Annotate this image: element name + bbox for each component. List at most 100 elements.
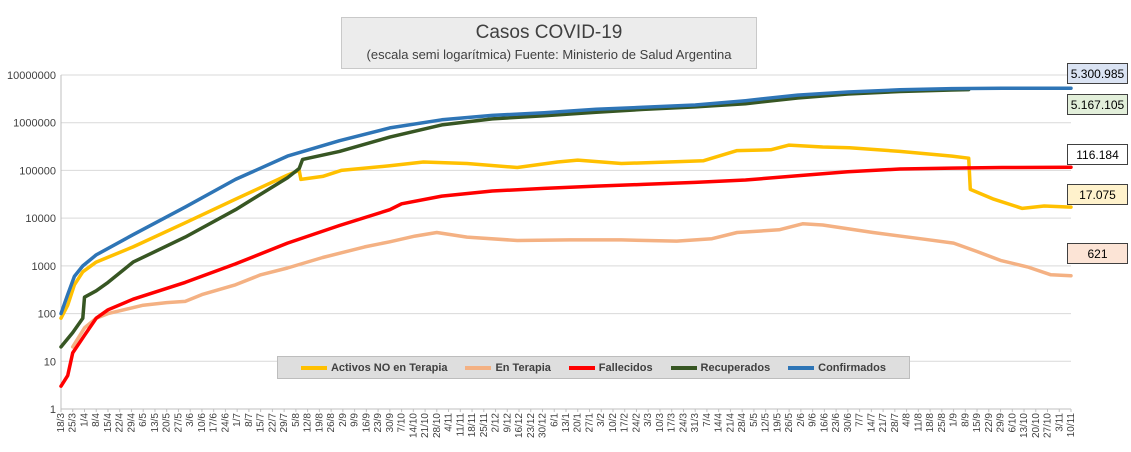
x-tick-label: 4/11	[444, 413, 455, 432]
legend-swatch-en-terapia	[465, 365, 492, 370]
x-tick-label: 10/3	[655, 413, 666, 433]
callout-confirmados: 5.300.985	[1067, 63, 1128, 84]
x-tick-label: 30/6	[843, 413, 854, 433]
y-tick-label: 10000	[25, 213, 56, 225]
y-axis: 1 10 100 1000 10000 100000 1000000 10000000	[7, 70, 62, 416]
x-tick-label: 14/10	[408, 413, 419, 438]
x-tick-label: 13/1	[561, 413, 572, 433]
x-tick-label: 22/4	[115, 413, 126, 433]
x-tick-label: 21/4	[725, 413, 736, 433]
x-tick-label: 18/8	[925, 413, 936, 433]
x-tick-label: 8/4	[91, 413, 102, 427]
x-tick-label: 28/7	[890, 413, 901, 433]
x-tick-label: 1/4	[79, 413, 90, 427]
x-tick-label: 5/8	[291, 413, 302, 427]
x-tick-label: 15/4	[103, 413, 114, 433]
x-tick-label: 11/8	[913, 413, 924, 432]
x-tick-label: 7/4	[702, 413, 713, 427]
x-tick-label: 25/8	[937, 413, 948, 433]
legend-item-activos: Activos NO en Terapia	[300, 362, 448, 374]
x-tick-label: 12/5	[761, 413, 772, 433]
x-tick-label: 23/12	[526, 413, 537, 438]
x-tick-label: 8/9	[960, 413, 971, 427]
x-tick-label: 9/9	[350, 413, 361, 427]
x-tick-label: 3/6	[185, 413, 196, 427]
x-tick-label: 10/2	[608, 413, 619, 433]
x-tick-label: 30/12	[538, 413, 549, 438]
y-tick-label: 100000	[19, 165, 56, 177]
legend-label-recuperados: Recuperados	[700, 361, 771, 374]
callout-recuperados: 5.167.105	[1067, 94, 1128, 115]
x-tick-label: 29/9	[996, 413, 1007, 433]
x-tick-label: 6/5	[138, 413, 149, 427]
x-tick-label: 21/7	[878, 413, 889, 433]
x-tick-label: 10/11	[1066, 413, 1077, 438]
x-tick-label: 20/5	[162, 413, 173, 433]
series-layer	[59, 86, 1073, 388]
legend-swatch-activos	[300, 365, 327, 370]
chart-title: Casos COVID-19	[475, 22, 623, 43]
x-tick-label: 3/3	[643, 413, 654, 427]
x-tick-label: 22/9	[984, 413, 995, 433]
callout-fallecidos: 116.184	[1067, 144, 1128, 165]
series-line-recuperados	[59, 87, 971, 349]
x-tick-label: 10/6	[197, 413, 208, 433]
x-tick-label: 2/6	[796, 413, 807, 427]
x-tick-label: 23/9	[373, 413, 384, 433]
x-tick-label: 22/7	[267, 413, 278, 433]
y-tick-label: 1000	[32, 261, 56, 273]
x-tick-label: 14/4	[714, 413, 725, 433]
series-line-activos-no-en-terapia	[59, 143, 1073, 320]
x-tick-label: 25/11	[479, 413, 490, 438]
y-tick-label: 1	[50, 404, 56, 416]
x-tick-label: 6/1	[549, 413, 560, 427]
legend-label-en-terapia: En Terapia	[495, 361, 551, 374]
x-tick-label: 1/7	[232, 413, 243, 427]
x-tick-label: 13/5	[150, 413, 161, 433]
legend-item-en-terapia: En Terapia	[465, 361, 551, 374]
x-tick-label: 9/12	[502, 413, 513, 433]
x-tick-label: 15/7	[256, 413, 267, 433]
x-tick-label: 27/10	[1043, 413, 1054, 438]
x-tick-label: 11/11	[455, 413, 466, 437]
legend-swatch-confirmados	[788, 365, 815, 370]
x-tick-label: 2/9	[338, 413, 349, 427]
x-tick-label: 3/2	[596, 413, 607, 427]
y-tick-label: 10000000	[7, 70, 56, 82]
x-tick-label: 24/6	[220, 413, 231, 433]
x-tick-label: 19/8	[314, 413, 325, 433]
x-tick-label: 29/4	[126, 413, 137, 433]
x-tick-label: 24/3	[678, 413, 689, 433]
callout-en-terapia: 621	[1067, 243, 1128, 264]
x-tick-label: 19/5	[772, 413, 783, 433]
x-tick-label: 26/8	[326, 413, 337, 433]
x-tick-label: 2/12	[491, 413, 502, 433]
y-tick-label: 10	[44, 356, 56, 368]
x-axis: 18/3 25/3 1/4 8/4 15/4 22/4 29/4 6/5 13/5 20/5 27/…	[56, 408, 1077, 438]
x-tick-label: 20/1	[573, 413, 584, 433]
x-tick-label: 23/6	[831, 413, 842, 433]
x-tick-label: 27/5	[173, 413, 184, 433]
x-tick-label: 1/9	[949, 413, 960, 427]
x-tick-label: 18/3	[56, 413, 67, 433]
x-tick-label: 9/6	[808, 413, 819, 427]
x-tick-label: 28/10	[432, 413, 443, 438]
legend-label-confirmados: Confirmados	[818, 361, 886, 374]
x-tick-label: 20/10	[1031, 413, 1042, 438]
legend-item-confirmados: Confirmados	[788, 362, 886, 374]
x-tick-label: 16/9	[361, 413, 372, 433]
x-tick-label: 24/2	[631, 413, 642, 433]
x-tick-label: 26/5	[784, 413, 795, 433]
x-tick-label: 14/7	[866, 413, 877, 433]
x-tick-label: 16/12	[514, 413, 525, 438]
legend-swatch-recuperados	[670, 365, 697, 370]
x-tick-label: 18/11	[467, 413, 478, 438]
x-tick-label: 7/7	[855, 413, 866, 427]
y-tick-label: 1000000	[13, 118, 56, 130]
x-tick-label: 3/11	[1054, 413, 1065, 432]
legend-label-fallecidos: Fallecidos	[598, 361, 653, 374]
x-tick-label: 13/10	[1019, 413, 1030, 438]
x-tick-label: 29/7	[279, 413, 290, 433]
x-tick-label: 12/8	[303, 413, 314, 433]
